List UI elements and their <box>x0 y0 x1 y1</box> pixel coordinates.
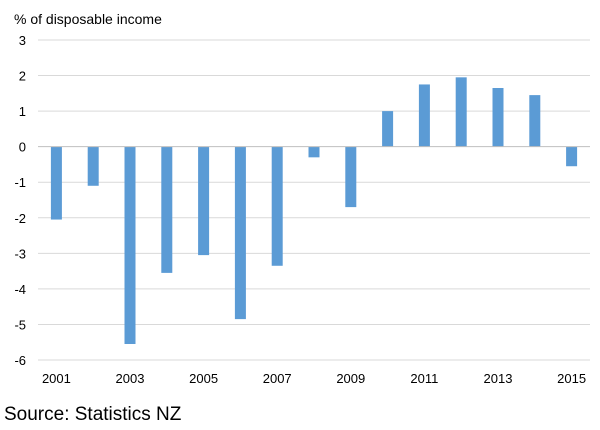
x-tick-label: 2003 <box>116 371 145 386</box>
y-tick-label: -1 <box>14 175 26 190</box>
y-tick-label: -2 <box>14 211 26 226</box>
bar-2007 <box>271 146 283 266</box>
bar-2013 <box>492 88 504 147</box>
bar-2001 <box>50 146 62 220</box>
bar-2008 <box>308 146 320 158</box>
y-tick-label: 0 <box>19 140 26 155</box>
y-tick-label: 3 <box>19 33 26 48</box>
y-tick-label: 1 <box>19 104 26 119</box>
y-tick-label: -4 <box>14 282 26 297</box>
x-tick-label: 2011 <box>410 371 438 386</box>
gridlines <box>38 39 590 361</box>
y-tick-label: 2 <box>19 69 26 84</box>
x-tick-label: 2013 <box>484 371 513 386</box>
source-note: Source: Statistics NZ <box>4 404 182 425</box>
bar-2010 <box>382 111 394 147</box>
y-axis-label: % of disposable income <box>14 11 162 27</box>
bar-2009 <box>345 146 357 208</box>
bar-2014 <box>529 95 541 147</box>
x-tick-label: 2001 <box>42 371 71 386</box>
bar-2006 <box>234 146 246 320</box>
bars <box>50 77 578 344</box>
y-tick-labels: 3 2 1 0 -1 -2 -3 -4 -5 -6 <box>14 33 26 368</box>
bar-2011 <box>418 84 430 147</box>
bar-2002 <box>87 146 99 186</box>
bar-2005 <box>198 146 210 256</box>
bar-2012 <box>455 77 467 147</box>
x-tick-label: 2007 <box>263 371 292 386</box>
x-tick-labels: 2001 2003 2005 2007 2009 2011 2013 2015 <box>42 371 586 386</box>
y-tick-label: -6 <box>14 353 26 368</box>
x-tick-label: 2009 <box>336 371 365 386</box>
x-tick-label: 2005 <box>189 371 218 386</box>
y-tick-label: -5 <box>14 317 26 332</box>
y-tick-label: -3 <box>14 246 26 261</box>
bar-2003 <box>124 146 136 344</box>
bar-2015 <box>566 146 578 167</box>
x-tick-label: 2015 <box>557 371 586 386</box>
bar-2004 <box>161 146 173 273</box>
